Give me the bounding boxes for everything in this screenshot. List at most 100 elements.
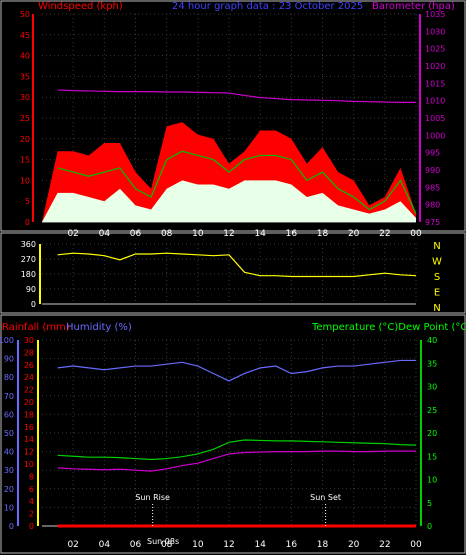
compass-label: W <box>432 257 442 268</box>
temp-x-tick-label: 10 <box>192 540 204 550</box>
wind-x-tick-label: 16 <box>286 229 298 239</box>
rain-y-tick-label: 0 <box>29 522 34 531</box>
temp-x-tick-label: 04 <box>99 540 111 550</box>
compass-label: E <box>434 288 440 299</box>
temp-y-tick-label: 30 <box>427 383 437 392</box>
temp-series <box>57 359 417 528</box>
sun-overlay-label: Sun 08s <box>147 537 179 546</box>
baro-y-tick-label: 1005 <box>425 114 445 123</box>
wind-y-tick-label: 20 <box>20 135 30 144</box>
rain-y-tick-label: 30 <box>24 336 34 345</box>
temp-axes: 02 04 06 08 10 12 14 16 18 20 22 000102030405060708… <box>0 336 437 550</box>
temp-x-tick-label: 14 <box>254 540 266 550</box>
temp-x-tick-label: 00 <box>410 540 422 550</box>
temp-x-tick-label: 02 <box>67 540 78 550</box>
wind-x-tick-label: 06 <box>130 229 142 239</box>
minimum-area <box>42 180 416 222</box>
rain-y-tick-label: 26 <box>24 361 34 370</box>
temp-y-tick-label: 40 <box>427 336 437 345</box>
rain-y-tick-label: 24 <box>24 373 34 382</box>
sun-annotations: Sun Rise Sun Set <box>135 493 341 526</box>
baro-y-tick-label: 1015 <box>425 79 445 88</box>
humidity-y-tick-label: 50 <box>4 429 14 438</box>
humidity-y-tick-label: 90 <box>4 355 14 364</box>
humidity-y-tick-label: 30 <box>4 466 14 475</box>
rain-y-tick-label: 18 <box>24 410 34 419</box>
baro-y-tick-label: 985 <box>425 183 440 192</box>
rainfall-axis-title: Rainfall (mm) <box>2 322 70 333</box>
wind-y-tick-label: 35 <box>20 72 30 81</box>
wind-y-tick-label: 45 <box>20 31 30 40</box>
direction-panel-frame <box>0 232 466 314</box>
wind-y-tick-label: 10 <box>20 176 30 185</box>
wind-axes: 02 04 06 08 10 12 14 16 18 20 22 000510152025303540… <box>20 10 446 239</box>
wind-panel-frame <box>0 0 466 232</box>
wind-x-tick-label: 10 <box>192 229 204 239</box>
temp-y-tick-label: 10 <box>427 476 437 485</box>
baro-y-tick-label: 975 <box>425 218 440 227</box>
wind-x-tick-label: 22 <box>379 229 390 239</box>
barometer-line <box>57 89 416 103</box>
temp-x-tick-label: 20 <box>348 540 360 550</box>
baro-y-tick-label: 990 <box>425 166 440 175</box>
dewpoint-line <box>57 450 416 472</box>
temp-y-tick-label: 25 <box>427 406 437 415</box>
rain-y-tick-label: 6 <box>29 485 34 494</box>
wind-y-tick-label: 15 <box>20 156 30 165</box>
temperature-axis-title: Temperature (°C)Dew Point (°C) <box>311 322 466 333</box>
rain-y-tick-label: 12 <box>24 448 34 457</box>
wind-x-tick-label: 02 <box>67 229 78 239</box>
humidity-y-tick-label: 80 <box>4 373 14 382</box>
sun-annotation-label: Sun Rise <box>135 493 170 502</box>
wind-y-tick-label: 30 <box>20 93 30 102</box>
baro-y-tick-label: 1010 <box>425 97 445 106</box>
wind-x-tick-label: 14 <box>254 229 266 239</box>
rain-y-tick-label: 14 <box>24 435 34 444</box>
temp-y-tick-label: 5 <box>427 499 432 508</box>
rain-y-tick-label: 16 <box>24 423 34 432</box>
rain-y-tick-label: 2 <box>29 510 34 519</box>
wind-series <box>42 89 417 222</box>
windspeed-axis-title: Windspeed (kph) <box>38 1 123 12</box>
temp-x-tick-label: 16 <box>286 540 298 550</box>
temp-y-tick-label: 35 <box>427 359 437 368</box>
baro-y-tick-label: 1035 <box>425 10 445 19</box>
wind-y-tick-label: 25 <box>20 114 30 123</box>
dir-y-tick-label: 270 <box>21 255 36 264</box>
dir-y-tick-label: 180 <box>21 270 36 279</box>
temp-panel-frame <box>0 314 466 554</box>
baro-y-tick-label: 1000 <box>425 131 445 140</box>
barometer-axis-title: Barometer (hpa) <box>372 1 455 12</box>
baro-y-tick-label: 980 <box>425 201 440 210</box>
direction-series <box>57 252 417 278</box>
wind-x-tick-label: 00 <box>410 229 422 239</box>
wind-y-tick-label: 50 <box>20 10 30 19</box>
dir-y-tick-label: 360 <box>21 240 36 249</box>
rain-y-tick-label: 20 <box>24 398 34 407</box>
temp-y-tick-label: 0 <box>427 522 432 531</box>
chart-title: 24 hour graph data : 23 October 2025 <box>172 1 363 12</box>
compass-label: N <box>433 241 440 252</box>
wind-y-tick-label: 0 <box>25 218 30 227</box>
wind-x-tick-label: 18 <box>317 229 329 239</box>
direction-gridlines <box>42 243 417 305</box>
humidity-y-tick-label: 0 <box>9 522 14 531</box>
sun-annotation-label: Sun Set <box>310 493 341 502</box>
humidity-y-tick-label: 70 <box>4 392 14 401</box>
baro-y-tick-label: 1030 <box>425 27 445 36</box>
temp-y-tick-label: 15 <box>427 452 437 461</box>
dir-y-tick-label: 0 <box>31 300 36 309</box>
rain-y-tick-label: 28 <box>24 348 34 357</box>
wind-x-tick-label: 12 <box>223 229 234 239</box>
wind-gridlines <box>42 13 417 223</box>
average-line <box>57 150 417 214</box>
temp-x-tick-label: 06 <box>130 540 142 550</box>
temp-x-tick-label: 22 <box>379 540 390 550</box>
rain-y-tick-label: 4 <box>29 497 34 506</box>
baro-y-tick-label: 1020 <box>425 62 445 71</box>
temp-y-tick-label: 20 <box>427 429 437 438</box>
temperature-line <box>57 439 417 461</box>
temp-x-tick-label: 12 <box>223 540 234 550</box>
